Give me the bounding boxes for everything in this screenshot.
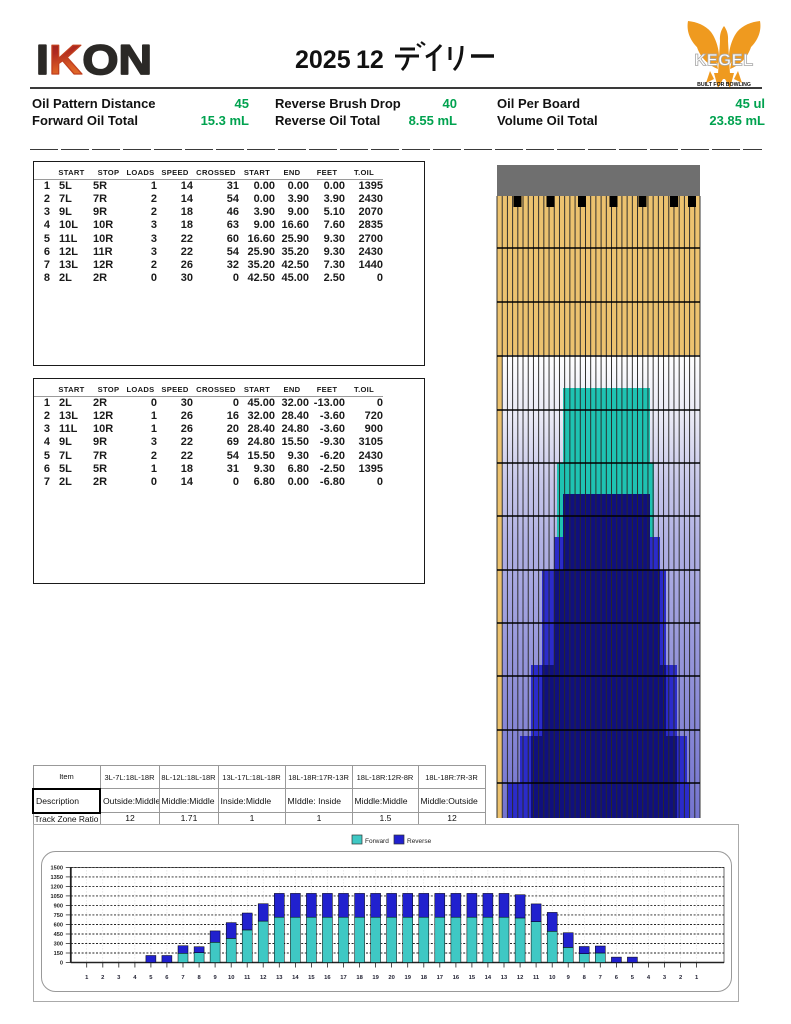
svg-text:20: 20: [388, 975, 394, 981]
svg-text:900: 900: [54, 903, 63, 909]
svg-text:18: 18: [356, 975, 363, 981]
svg-text:3: 3: [117, 975, 121, 981]
svg-text:15: 15: [469, 975, 476, 981]
svg-text:8: 8: [197, 975, 201, 981]
svg-text:0: 0: [60, 961, 63, 967]
svg-text:4: 4: [647, 975, 651, 981]
svg-text:10: 10: [228, 975, 234, 981]
svg-text:1: 1: [695, 975, 699, 981]
svg-text:1: 1: [85, 975, 89, 981]
svg-text:1050: 1050: [51, 894, 63, 900]
svg-text:4: 4: [133, 975, 137, 981]
svg-text:10: 10: [549, 975, 555, 981]
svg-text:2025: 2025: [295, 46, 351, 74]
svg-text:1350: 1350: [51, 875, 63, 881]
svg-text:450: 450: [54, 932, 63, 938]
svg-text:9: 9: [213, 975, 217, 981]
svg-text:19: 19: [404, 975, 411, 981]
svg-text:12: 12: [260, 975, 266, 981]
svg-text:11: 11: [244, 975, 251, 981]
svg-text:IKON: IKON: [36, 37, 152, 83]
svg-text:12: 12: [517, 975, 523, 981]
svg-text:18: 18: [421, 975, 428, 981]
svg-text:Reverse: Reverse: [407, 838, 432, 845]
svg-text:Forward: Forward: [365, 838, 389, 845]
svg-text:7: 7: [181, 975, 184, 981]
svg-text:2: 2: [679, 975, 682, 981]
svg-text:17: 17: [340, 975, 346, 981]
svg-text:750: 750: [54, 913, 63, 919]
svg-text:5: 5: [631, 975, 635, 981]
svg-text:6: 6: [165, 975, 169, 981]
svg-text:11: 11: [533, 975, 540, 981]
svg-text:5: 5: [149, 975, 153, 981]
svg-text:9: 9: [567, 975, 571, 981]
svg-text:16: 16: [453, 975, 460, 981]
svg-text:BUILT FOR BOWLING: BUILT FOR BOWLING: [697, 82, 751, 88]
svg-text:15: 15: [308, 975, 315, 981]
svg-text:2: 2: [101, 975, 104, 981]
svg-text:19: 19: [372, 975, 379, 981]
svg-text:3: 3: [663, 975, 667, 981]
svg-text:14: 14: [292, 975, 299, 981]
svg-text:KEGEL: KEGEL: [694, 52, 753, 70]
svg-text:1500: 1500: [51, 865, 63, 871]
svg-text:7: 7: [599, 975, 602, 981]
svg-text:150: 150: [54, 951, 63, 957]
svg-text:12: 12: [356, 46, 384, 74]
svg-text:600: 600: [54, 923, 63, 929]
svg-text:6: 6: [615, 975, 619, 981]
svg-text:16: 16: [324, 975, 331, 981]
svg-text:13: 13: [276, 975, 283, 981]
svg-text:1200: 1200: [51, 884, 63, 890]
svg-text:14: 14: [485, 975, 492, 981]
svg-text:8: 8: [583, 975, 587, 981]
svg-text:13: 13: [501, 975, 508, 981]
svg-text:300: 300: [54, 942, 63, 948]
svg-text:17: 17: [437, 975, 443, 981]
